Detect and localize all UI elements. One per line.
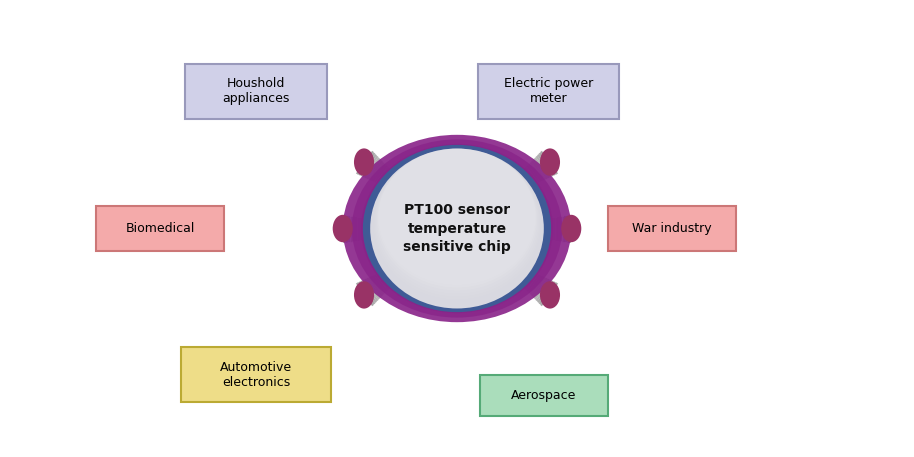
Text: Biomedical: Biomedical [125, 222, 195, 235]
FancyBboxPatch shape [96, 206, 224, 251]
Ellipse shape [377, 149, 537, 287]
Ellipse shape [540, 281, 560, 308]
Ellipse shape [333, 215, 353, 242]
FancyBboxPatch shape [608, 206, 736, 251]
Text: PT100 sensor
temperature
sensitive chip: PT100 sensor temperature sensitive chip [403, 203, 511, 254]
Text: Aerospace: Aerospace [511, 389, 577, 402]
FancyBboxPatch shape [477, 64, 620, 119]
FancyBboxPatch shape [181, 347, 332, 402]
Ellipse shape [343, 135, 571, 322]
Ellipse shape [352, 139, 562, 318]
Ellipse shape [363, 145, 551, 312]
Ellipse shape [354, 149, 374, 176]
Text: Houshold
appliances: Houshold appliances [222, 77, 290, 106]
FancyBboxPatch shape [185, 64, 327, 119]
Ellipse shape [361, 144, 553, 313]
Ellipse shape [376, 149, 538, 293]
Ellipse shape [354, 281, 374, 308]
Ellipse shape [561, 215, 581, 242]
Ellipse shape [370, 149, 544, 308]
Ellipse shape [540, 149, 560, 176]
Text: War industry: War industry [632, 222, 712, 235]
Ellipse shape [377, 149, 537, 291]
Ellipse shape [378, 149, 536, 284]
FancyBboxPatch shape [480, 375, 608, 416]
Text: Automotive
electronics: Automotive electronics [220, 361, 292, 389]
Text: Electric power
meter: Electric power meter [504, 77, 593, 106]
